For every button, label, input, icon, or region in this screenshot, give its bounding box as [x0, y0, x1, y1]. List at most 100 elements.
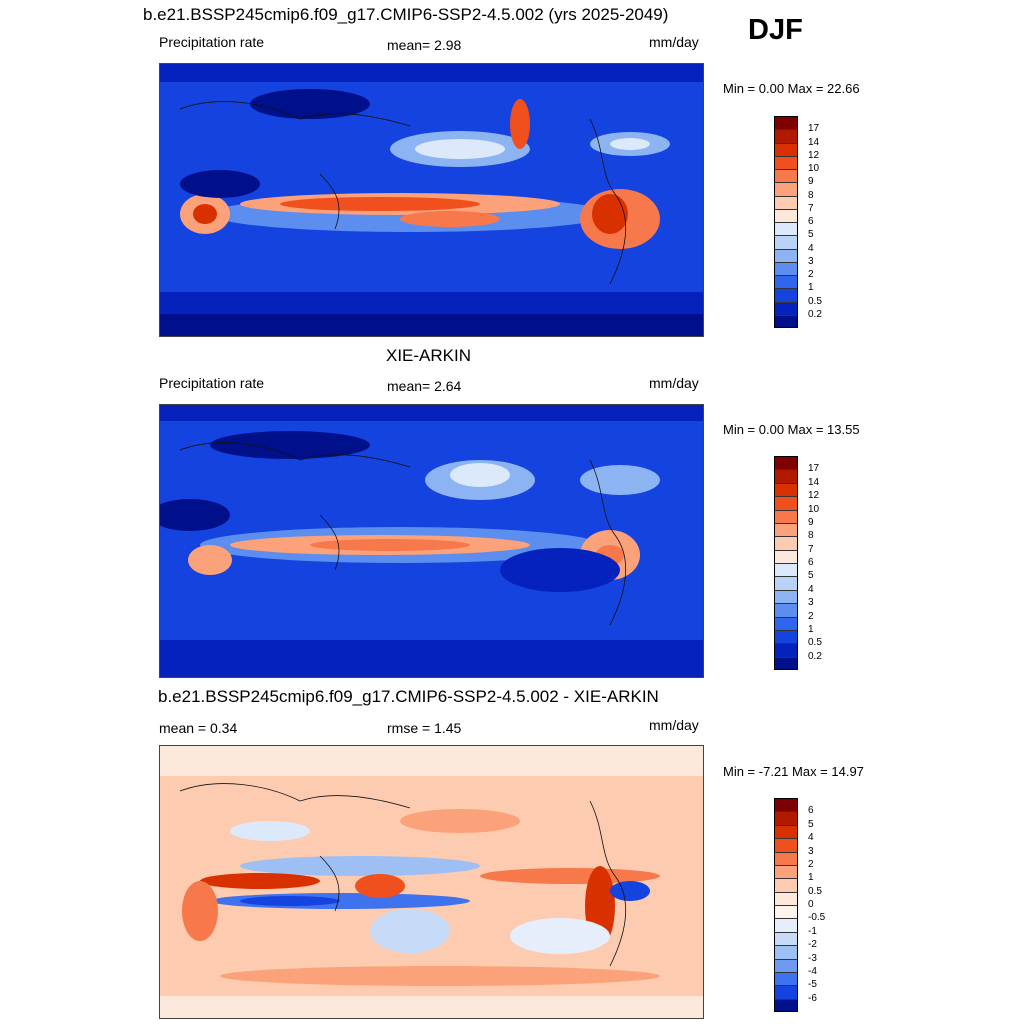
- colorbar-swatch: [774, 288, 798, 302]
- panel1-units-label: mm/day: [649, 34, 699, 50]
- panel3-map: [159, 745, 704, 1019]
- colorbar-tick-label: 9: [808, 176, 814, 188]
- colorbar-swatch: [774, 456, 798, 470]
- colorbar-tick-label: 6: [808, 216, 814, 227]
- colorbar-tick-label: 5: [808, 570, 814, 582]
- colorbar-tick-label: 4: [808, 242, 814, 254]
- colorbar-tick-label: 6: [808, 805, 814, 817]
- colorbar-swatch: [774, 998, 798, 1012]
- colorbar-swatch: [774, 838, 798, 852]
- colorbar-swatch: [774, 469, 798, 483]
- colorbar-swatch: [774, 563, 798, 577]
- colorbar-tick-label: 5: [808, 818, 814, 830]
- colorbar-tick-label: 0.2: [808, 308, 822, 320]
- colorbar-tick-label: 4: [808, 832, 814, 844]
- panel1-variable-label: Precipitation rate: [159, 34, 265, 50]
- colorbar-tick-label: 5: [808, 229, 814, 241]
- colorbar-tick-label: 4: [808, 583, 814, 595]
- colorbar-swatch: [774, 549, 798, 563]
- colorbar-tick-label: -4: [808, 965, 817, 977]
- season-label: DJF: [748, 14, 803, 46]
- colorbar-tick-label: -6: [808, 992, 817, 1004]
- colorbar-tick-label: 0: [808, 899, 814, 910]
- colorbar-tick-label: 17: [808, 123, 820, 135]
- colorbar-tick-label: 12: [808, 490, 820, 502]
- colorbar-swatch: [774, 891, 798, 905]
- panel1-map: [159, 63, 704, 337]
- colorbar-tick-label: 3: [808, 845, 814, 857]
- colorbar-swatch: [774, 643, 798, 657]
- colorbar-frame: [774, 798, 798, 1012]
- colorbar-tick-label: 3: [808, 255, 814, 267]
- panel1-mean-label: mean= 2.98: [387, 37, 462, 53]
- colorbar-swatch: [774, 824, 798, 839]
- colorbar-swatch: [774, 301, 798, 315]
- colorbar-swatch: [774, 616, 798, 630]
- colorbar-tick-label: 7: [808, 202, 814, 214]
- colorbar-tick-label: 12: [808, 149, 820, 161]
- colorbar-swatch: [774, 222, 798, 236]
- colorbar-tick-label: 2: [808, 858, 814, 870]
- colorbar-tick-label: 0.5: [808, 295, 822, 307]
- panel2-title: XIE-ARKIN: [386, 346, 472, 365]
- colorbar-swatch: [774, 522, 798, 537]
- colorbar-swatch: [774, 958, 798, 972]
- panel2-variable-label: Precipitation rate: [159, 375, 265, 391]
- colorbar-swatch: [774, 918, 798, 932]
- colorbar-tick-label: -0.5: [808, 912, 826, 924]
- colorbar-tick-label: 10: [808, 503, 820, 515]
- colorbar-swatch: [774, 275, 798, 289]
- colorbar-tick-label: 1: [808, 282, 814, 294]
- colorbar-tick-label: 0.5: [808, 637, 822, 649]
- colorbar-tick-label: 8: [808, 189, 814, 201]
- colorbar-swatch: [774, 798, 798, 812]
- colorbar-frame: [774, 116, 798, 328]
- colorbar-swatch: [774, 589, 798, 604]
- colorbar-swatch: [774, 971, 798, 986]
- panel3-colorbar: [774, 798, 798, 1012]
- colorbar-swatch: [774, 142, 798, 156]
- colorbar-tick-label: 7: [808, 543, 814, 555]
- colorbar-swatch: [774, 905, 798, 919]
- colorbar-tick-label: 0.2: [808, 650, 822, 662]
- panel2-minmax: Min = 0.00 Max = 13.55: [723, 422, 860, 437]
- colorbar-swatch: [774, 851, 798, 865]
- colorbar-tick-label: 0.5: [808, 885, 822, 897]
- colorbar-tick-label: 6: [808, 557, 814, 568]
- colorbar-swatch: [774, 864, 798, 879]
- colorbar-swatch: [774, 116, 798, 130]
- colorbar-tick-label: -1: [808, 925, 817, 937]
- colorbar-swatch: [774, 509, 798, 523]
- colorbar-swatch: [774, 314, 798, 328]
- colorbar-swatch: [774, 603, 798, 617]
- colorbar-tick-label: 9: [808, 516, 814, 528]
- colorbar-swatch: [774, 182, 798, 196]
- colorbar-tick-label: 2: [808, 269, 814, 280]
- colorbar-swatch: [774, 931, 798, 946]
- colorbar-tick-label: 2: [808, 610, 814, 622]
- colorbar-swatch: [774, 629, 798, 644]
- panel2-mean-label: mean= 2.64: [387, 378, 462, 394]
- panel1-title: b.e21.BSSP245cmip6.f09_g17.CMIP6-SSP2-4.…: [143, 5, 669, 24]
- colorbar-swatch: [774, 248, 798, 262]
- panel3-title: b.e21.BSSP245cmip6.f09_g17.CMIP6-SSP2-4.…: [158, 687, 659, 706]
- colorbar-tick-label: 14: [808, 136, 820, 148]
- colorbar-swatch: [774, 985, 798, 999]
- colorbar-swatch: [774, 576, 798, 590]
- colorbar-tick-label: 14: [808, 476, 820, 488]
- colorbar-tick-label: 8: [808, 530, 814, 542]
- colorbar-frame: [774, 456, 798, 670]
- colorbar-swatch: [774, 482, 798, 497]
- colorbar-tick-label: -2: [808, 939, 817, 951]
- colorbar-swatch: [774, 261, 798, 275]
- panel2-colorbar: [774, 456, 798, 670]
- colorbar-swatch: [774, 235, 798, 249]
- panel2-units-label: mm/day: [649, 375, 699, 391]
- panel3-map-svg: [160, 746, 703, 1018]
- colorbar-tick-label: 1: [808, 872, 814, 884]
- colorbar-swatch: [774, 656, 798, 670]
- colorbar-tick-label: 10: [808, 163, 820, 174]
- panel3-rmse-label: rmse = 1.45: [387, 720, 462, 736]
- colorbar-swatch: [774, 945, 798, 959]
- panel1-minmax: Min = 0.00 Max = 22.66: [723, 81, 860, 96]
